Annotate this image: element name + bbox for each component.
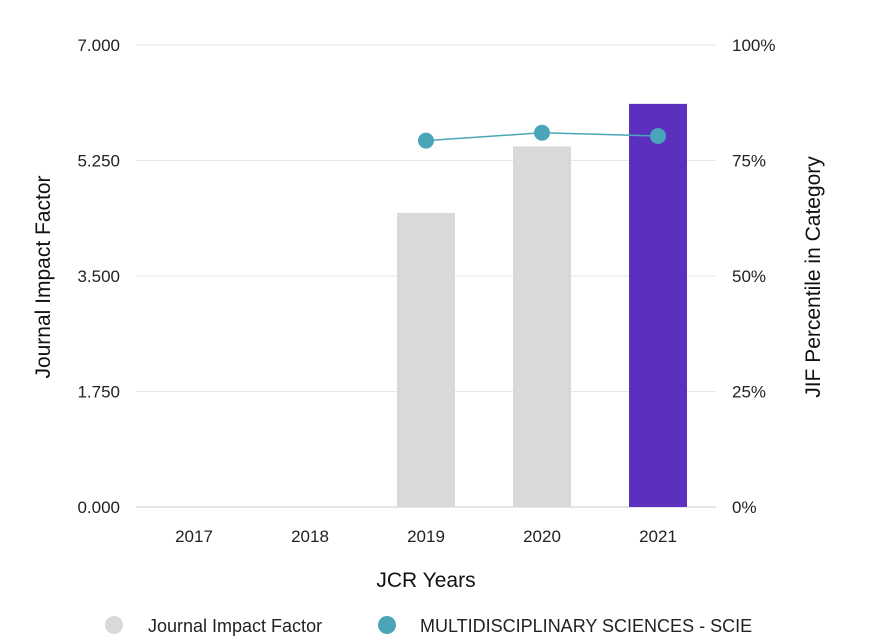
percentile-point-2020 xyxy=(534,124,550,141)
percentile-point-2021 xyxy=(650,128,666,145)
y-tick-label: 1.750 xyxy=(77,383,120,402)
x-axis-title: JCR Years xyxy=(376,569,475,592)
x-axis-ticks: 2017 2018 2019 2020 2021 xyxy=(175,527,677,546)
y-tick-label: 0.000 xyxy=(77,498,120,517)
legend-marker-percentile xyxy=(378,616,396,634)
y-tick-label: 5.250 xyxy=(77,152,120,171)
y2-tick-label: 50% xyxy=(732,267,766,286)
bar-2020 xyxy=(513,146,571,507)
bar-2019 xyxy=(397,212,455,508)
x-tick-label: 2017 xyxy=(175,527,213,546)
x-tick-label: 2019 xyxy=(407,527,445,546)
x-tick-label: 2021 xyxy=(639,527,677,546)
y2-tick-label: 0% xyxy=(732,498,757,517)
y2-tick-label: 100% xyxy=(732,36,775,55)
y-axis-title: Journal Impact Factor xyxy=(32,175,55,378)
y-tick-label: 7.000 xyxy=(77,36,120,55)
legend-label-percentile: MULTIDISCIPLINARY SCIENCES - SCIE xyxy=(420,616,752,636)
y2-axis-title: JIF Percentile in Category xyxy=(802,156,825,398)
y2-tick-label: 25% xyxy=(732,383,766,402)
percentile-point-2019 xyxy=(418,132,434,149)
y2-tick-label: 75% xyxy=(732,152,766,171)
y-tick-label: 3.500 xyxy=(77,267,120,286)
legend: Journal Impact Factor MULTIDISCIPLINARY … xyxy=(105,616,752,636)
percentile-series xyxy=(418,124,666,149)
x-tick-label: 2020 xyxy=(523,527,561,546)
left-axis-ticks: 0.000 1.750 3.500 5.250 7.000 xyxy=(77,36,120,517)
legend-label-jif: Journal Impact Factor xyxy=(148,616,322,636)
bar-series xyxy=(397,103,687,508)
x-tick-label: 2018 xyxy=(291,527,329,546)
bar-2021 xyxy=(629,103,687,507)
legend-marker-jif xyxy=(105,616,123,634)
right-axis-ticks: 0% 25% 50% 75% 100% xyxy=(732,36,775,517)
